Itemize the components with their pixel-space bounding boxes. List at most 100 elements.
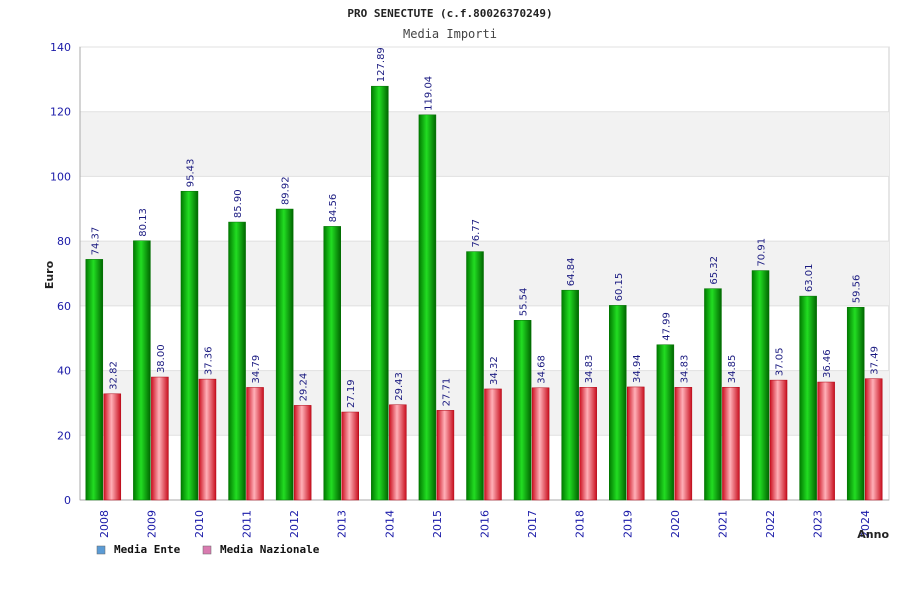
- data-label: 65.32: [709, 256, 720, 285]
- bar-media-nazionale: [722, 386, 740, 501]
- data-label: 34.32: [489, 356, 500, 385]
- x-tick-label: 2014: [383, 510, 396, 538]
- legend-swatch: [202, 545, 212, 555]
- data-label: 74.37: [90, 227, 101, 256]
- y-tick-label: 120: [50, 106, 71, 119]
- bar-media-nazionale: [531, 387, 550, 501]
- x-tick-label: 2018: [574, 510, 587, 538]
- bar-media-ente: [323, 226, 341, 501]
- bar-media-ente: [704, 288, 722, 501]
- legend-swatch: [96, 545, 106, 555]
- x-tick-label: 2020: [669, 510, 682, 538]
- data-label: 36.46: [822, 349, 833, 378]
- data-label: 29.24: [299, 373, 310, 402]
- data-label: 27.19: [346, 379, 357, 408]
- y-axis-label: Euro: [43, 260, 56, 289]
- y-tick-label: 140: [50, 41, 71, 54]
- bar-media-nazionale: [103, 393, 122, 501]
- data-label: 70.91: [757, 238, 768, 267]
- data-label: 59.56: [852, 275, 863, 304]
- bar-media-ente: [609, 305, 627, 501]
- x-tick-label: 2019: [621, 510, 634, 538]
- data-label: 95.43: [185, 159, 196, 188]
- bar-media-nazionale: [627, 386, 645, 501]
- data-label: 29.43: [394, 372, 405, 401]
- data-label: 84.56: [328, 194, 339, 223]
- x-tick-label: 2021: [716, 510, 729, 538]
- x-tick-label: 2015: [431, 510, 444, 538]
- x-tick-label: 2016: [479, 510, 492, 538]
- data-label: 127.89: [376, 47, 387, 82]
- chart-subtitle: Media Importi: [403, 27, 497, 41]
- bar-media-ente: [228, 221, 246, 501]
- data-label: 34.85: [727, 355, 738, 384]
- data-label: 47.99: [661, 312, 672, 341]
- data-label: 76.77: [471, 219, 482, 248]
- data-label: 60.15: [614, 273, 625, 302]
- bar-media-ente: [180, 190, 199, 501]
- bar-media-ente: [751, 270, 770, 501]
- data-label: 34.94: [632, 354, 643, 383]
- bar-media-nazionale: [817, 381, 835, 501]
- legend: Media Ente Media Nazionale: [96, 543, 320, 556]
- bar-media-ente: [85, 259, 104, 501]
- bar-media-ente: [371, 85, 389, 501]
- data-label: 34.79: [251, 355, 262, 384]
- x-axis: 2008 2009 2010 2011 2012 2013 2014 2015 2016 2017…: [98, 510, 872, 538]
- x-axis-label: Anno: [857, 528, 889, 541]
- bar-media-nazionale: [341, 411, 359, 501]
- bar-media-nazionale: [579, 387, 597, 501]
- data-label: 37.36: [203, 346, 214, 375]
- x-tick-label: 2008: [98, 510, 111, 538]
- bar-media-ente: [133, 240, 151, 501]
- data-label: 34.68: [537, 355, 548, 384]
- bar-media-nazionale: [864, 378, 883, 501]
- y-tick-label: 100: [50, 170, 71, 183]
- bar-media-ente: [513, 320, 532, 501]
- data-label: 32.82: [108, 361, 119, 390]
- bar-media-ente: [846, 307, 865, 501]
- bar-media-ente: [799, 295, 817, 501]
- bars: 74.37 32.82 80.13 38.00 95.43 37.36 85.90 34.79…: [85, 47, 883, 501]
- y-tick-label: 40: [57, 365, 71, 378]
- x-tick-label: 2011: [241, 510, 254, 538]
- x-tick-label: 2022: [764, 510, 777, 538]
- x-tick-label: 2024: [859, 510, 872, 538]
- bar-media-ente: [561, 289, 579, 501]
- data-label: 55.54: [519, 288, 530, 317]
- x-tick-label: 2009: [145, 510, 158, 538]
- data-label: 89.92: [281, 176, 292, 205]
- bar-media-nazionale: [198, 378, 217, 501]
- x-tick-label: 2013: [336, 510, 349, 538]
- bar-media-ente: [418, 114, 437, 501]
- bar-media-nazionale: [293, 405, 312, 501]
- x-tick-label: 2023: [812, 510, 825, 538]
- data-label: 85.90: [233, 189, 244, 218]
- bar-media-nazionale: [769, 379, 788, 501]
- bar-media-nazionale: [436, 410, 455, 501]
- legend-label: Media Ente: [114, 543, 181, 556]
- grid-band: [80, 111, 889, 177]
- data-label: 37.05: [775, 347, 786, 376]
- bar-media-nazionale: [484, 388, 502, 501]
- data-label: 119.04: [423, 76, 434, 111]
- chart-title: PRO SENECTUTE (c.f.80026370249): [347, 7, 552, 20]
- data-label: 64.84: [566, 258, 577, 287]
- bar-media-nazionale: [389, 404, 407, 501]
- data-label: 63.01: [804, 263, 815, 292]
- y-tick-label: 20: [57, 429, 71, 442]
- bar-media-nazionale: [151, 376, 169, 501]
- legend-label: Media Nazionale: [220, 543, 320, 556]
- data-label: 38.00: [156, 344, 167, 373]
- y-tick-label: 80: [57, 235, 71, 248]
- y-tick-label: 60: [57, 300, 71, 313]
- data-label: 34.83: [584, 355, 595, 384]
- data-label: 80.13: [138, 208, 149, 237]
- bar-media-ente: [466, 251, 484, 501]
- y-tick-label: 0: [64, 494, 71, 507]
- bar-media-ente: [656, 344, 675, 501]
- x-tick-label: 2010: [193, 510, 206, 538]
- bar-media-nazionale: [246, 387, 264, 501]
- y-axis: 0 20 40 60 80 100 120 140: [50, 41, 71, 507]
